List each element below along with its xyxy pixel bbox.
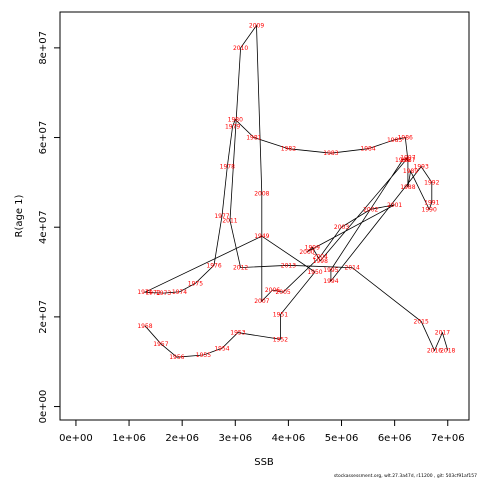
point-label-1951: 1951 [273,312,288,319]
point-label-2007: 2007 [254,298,269,305]
point-label-1993: 1993 [414,164,429,171]
x-axis: 0e+00 1e+06 2e+06 3e+06 4e+06 5e+06 6e+06 7e+06 [59,419,465,444]
point-label-1976: 1976 [206,262,221,269]
point-label-1982: 1982 [281,146,296,153]
point-label-1983: 1983 [323,150,338,157]
point-label-2004: 2004 [313,253,328,260]
point-label-1979: 1979 [225,123,240,130]
point-label-2009: 2009 [249,22,264,29]
point-label-1974: 1974 [172,289,187,296]
point-label-2006: 2006 [265,287,280,294]
point-label-1952: 1952 [273,336,288,343]
series-path [143,24,449,358]
point-label-2010: 2010 [233,45,248,52]
plot-frame [59,11,470,421]
point-label-1994: 1994 [323,278,338,285]
point-label-1988: 1988 [400,184,415,191]
point-label-2005: 2005 [275,289,290,296]
x-tick-label: 1e+06 [112,433,146,444]
point-label-1984: 1984 [360,146,375,153]
point-label-1973: 1973 [156,290,171,297]
y-tick-label: 2e+07 [38,300,49,334]
point-label-2012: 2012 [233,265,248,272]
point-label-1990: 1990 [422,206,437,213]
x-axis-label: SSB [254,457,274,468]
point-label-2018: 2018 [440,348,455,355]
footer-caption: stockassessment.org, wlt.27.3a47d, r1120… [333,474,477,479]
point-label-1980: 1980 [228,117,243,124]
y-tick-label: 8e+07 [38,31,49,65]
y-tick-label: 0e+00 [38,390,49,424]
point-label-1989: 1989 [403,168,418,175]
x-tick-label: 7e+06 [431,433,465,444]
point-label-2015: 2015 [414,318,429,325]
x-tick-label: 2e+06 [165,433,199,444]
y-tick-label: 4e+07 [38,210,49,244]
point-label-1998: 1998 [313,258,328,265]
point-label-2013: 2013 [281,262,296,269]
point-label-1971: 1971 [137,289,152,296]
point-label-1999: 1999 [305,244,320,251]
point-label-1977: 1977 [214,213,229,220]
x-tick-label: 6e+06 [378,433,412,444]
point-label-1950: 1950 [307,269,322,276]
point-label-1956: 1956 [169,354,184,361]
y-axis: 0e+00 2e+07 4e+07 6e+07 8e+07 [38,31,61,424]
point-label-1986: 1986 [398,135,413,142]
point-label-1953: 1953 [230,330,245,337]
point-label-1987: 1987 [400,157,415,164]
point-label-1955: 1955 [196,352,211,359]
point-label-1949: 1949 [254,233,269,240]
point-label-2014: 2014 [345,265,360,272]
series-line [143,24,449,358]
y-axis-label: R(age 1) [14,194,25,237]
point-label-1978: 1978 [220,164,235,171]
point-label-2011: 2011 [222,217,237,224]
y-tick-label: 6e+07 [38,121,49,155]
point-label-1997: 1997 [400,155,415,162]
point-label-1996: 1996 [395,157,410,164]
x-tick-label: 5e+06 [325,433,359,444]
point-label-2001: 2001 [387,202,402,209]
point-label-1957: 1957 [153,341,168,348]
point-label-1985: 1985 [387,137,402,144]
point-label-2017: 2017 [435,330,450,337]
point-label-2000: 2000 [299,249,314,256]
point-label-1975: 1975 [188,280,203,287]
x-tick-label: 0e+00 [59,433,93,444]
point-label-2002: 2002 [363,206,378,213]
point-label-1972: 1972 [145,290,160,297]
point-label-2016: 2016 [427,348,442,355]
x-tick-label: 4e+06 [272,433,306,444]
point-label-2008: 2008 [254,191,269,198]
point-label-1991: 1991 [424,200,439,207]
point-label-1954: 1954 [214,345,229,352]
x-tick-label: 3e+06 [218,433,252,444]
point-label-2003: 2003 [334,224,349,231]
point-label-1995: 1995 [323,267,338,274]
point-label-1992: 1992 [424,179,439,186]
point-label-1981: 1981 [246,135,261,142]
point-label-1958: 1958 [137,323,152,330]
